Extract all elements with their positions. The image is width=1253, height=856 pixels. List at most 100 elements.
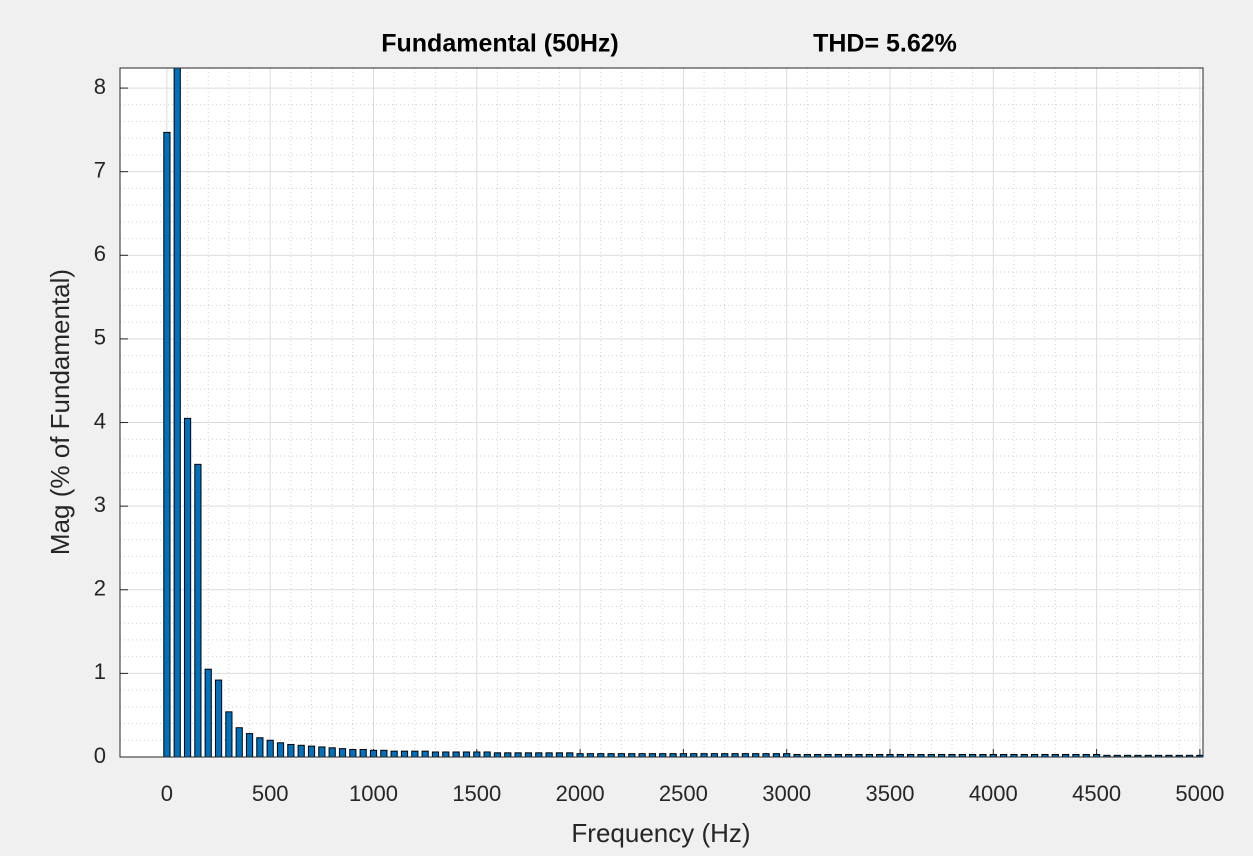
bar [969, 753, 977, 757]
bar [359, 748, 367, 757]
bar [1123, 754, 1132, 757]
bar [710, 753, 718, 757]
bar [245, 733, 254, 757]
bar [307, 745, 316, 757]
bar [473, 751, 481, 757]
y-axis-label: Mag (% of Fundamental) [45, 269, 75, 555]
bar [1154, 754, 1163, 757]
y-tick-label: 6 [94, 241, 106, 266]
bar [421, 750, 429, 757]
bar [524, 752, 533, 757]
bar [1103, 754, 1111, 757]
bar [1041, 753, 1049, 757]
plot-area [120, 68, 1203, 757]
bar [927, 753, 935, 757]
bar [163, 131, 171, 757]
bar [876, 753, 884, 757]
bar [328, 747, 336, 757]
bar [411, 750, 419, 757]
bar [504, 752, 512, 757]
bar [907, 753, 915, 757]
bar [597, 753, 605, 757]
bar [814, 753, 822, 757]
bar [917, 753, 925, 757]
bar [793, 753, 801, 757]
bar [183, 417, 192, 757]
bar [235, 727, 243, 757]
bar [752, 753, 760, 757]
bar [1113, 754, 1121, 757]
bar [266, 739, 274, 757]
axes-box [119, 67, 1204, 758]
bar [741, 753, 749, 757]
labels: Fundamental (50Hz) THD= 5.62% Frequency … [45, 30, 957, 848]
bar [690, 753, 698, 757]
bar [938, 753, 946, 757]
bar [318, 746, 326, 757]
bar [194, 463, 202, 757]
bar [586, 753, 595, 757]
bar [1196, 754, 1203, 757]
x-tick-label: 2500 [659, 781, 708, 806]
x-tick-label: 4000 [969, 781, 1018, 806]
bar [1082, 753, 1090, 757]
bar [896, 753, 904, 757]
bar [493, 752, 502, 757]
bar [1165, 754, 1173, 757]
bar [700, 753, 708, 757]
x-tick-label: 1000 [349, 781, 398, 806]
bar [721, 753, 729, 757]
bar [256, 737, 264, 757]
bar [173, 68, 181, 757]
bar [442, 751, 450, 757]
y-tick-label: 7 [94, 157, 106, 182]
bar [638, 753, 646, 757]
bar [349, 748, 357, 757]
bar [214, 679, 223, 757]
y-tick-label: 3 [94, 492, 106, 517]
bar [1010, 753, 1018, 757]
y-tick-label: 1 [94, 659, 106, 684]
y-tick-label: 0 [94, 743, 106, 768]
x-tick-label: 2000 [556, 781, 605, 806]
bar [566, 752, 574, 757]
bar [1062, 753, 1070, 757]
bar [204, 668, 212, 757]
y-tick-label: 8 [94, 74, 106, 99]
bar [1144, 754, 1152, 757]
bar [297, 744, 305, 757]
y-tick-label: 4 [94, 408, 106, 433]
bar [855, 753, 863, 757]
x-tick-label: 4500 [1072, 781, 1121, 806]
bar [979, 753, 987, 757]
y-tick-label: 5 [94, 325, 106, 350]
bar [958, 753, 966, 757]
x-tick-label: 3500 [866, 781, 915, 806]
bar [1031, 753, 1039, 757]
bar [803, 753, 811, 757]
grid [120, 68, 1203, 758]
bar [824, 753, 832, 757]
bar [483, 751, 491, 757]
bar [989, 753, 997, 757]
bar [679, 753, 687, 757]
bar [380, 749, 388, 757]
bar [287, 743, 295, 757]
bar [1020, 753, 1028, 757]
bar [617, 753, 626, 757]
chart-title: Fundamental (50Hz) [381, 30, 619, 58]
bar [1134, 754, 1142, 757]
bar [731, 753, 739, 757]
bar [452, 751, 460, 757]
bar [669, 753, 677, 757]
bar [390, 750, 398, 757]
bar [772, 753, 780, 757]
bar [545, 752, 553, 757]
bar [535, 752, 543, 757]
bar [1093, 753, 1101, 757]
bar [648, 753, 657, 757]
bar [400, 750, 409, 757]
bar [1175, 754, 1183, 757]
bar [225, 711, 233, 757]
